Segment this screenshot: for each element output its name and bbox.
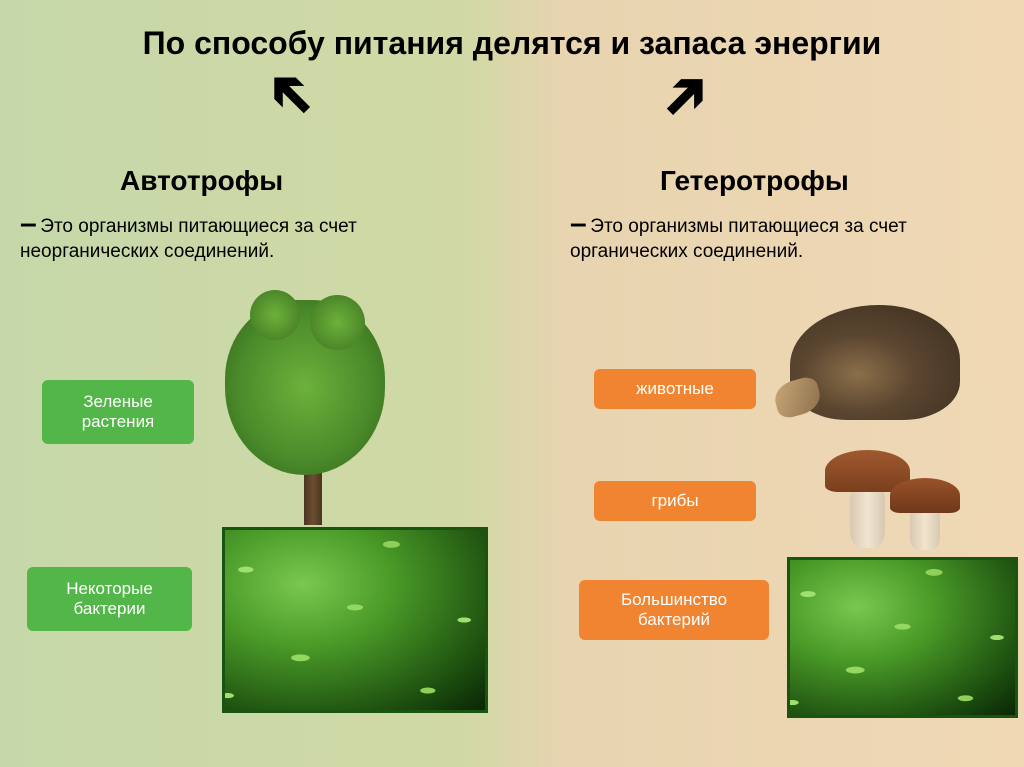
label-green-plants: Зеленые растения bbox=[42, 380, 194, 444]
heading-autotrophs: Автотрофы bbox=[120, 165, 283, 197]
main-title: По способу питания делятся и запаса энер… bbox=[0, 25, 1024, 62]
tree-icon bbox=[225, 300, 400, 530]
description-heterotrophs: – Это организмы питающиеся за счет орган… bbox=[570, 215, 960, 264]
description-autotrophs: – Это организмы питающиеся за счет неорг… bbox=[20, 215, 410, 264]
label-most-bacteria: Большинство бактерий bbox=[579, 580, 769, 640]
label-some-bacteria: Некоторые бактерии bbox=[27, 567, 192, 631]
mushroom-icon bbox=[800, 450, 965, 560]
heading-heterotrophs: Гетеротрофы bbox=[660, 165, 849, 197]
desc-right-text: Это организмы питающиеся за счет органич… bbox=[570, 216, 907, 262]
hedgehog-icon bbox=[790, 305, 985, 435]
bacteria-image-left bbox=[225, 530, 485, 710]
label-animals: животные bbox=[594, 369, 756, 409]
dash-icon: – bbox=[570, 215, 585, 233]
bacteria-image-right bbox=[790, 560, 1015, 715]
dash-icon: – bbox=[20, 215, 35, 233]
label-fungi: грибы bbox=[594, 481, 756, 521]
desc-left-text: Это организмы питающиеся за счет неорган… bbox=[20, 216, 357, 262]
